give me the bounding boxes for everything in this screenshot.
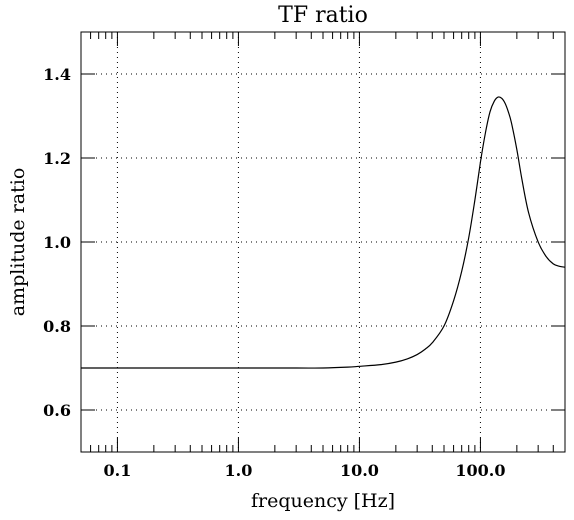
plot-frame: [80, 31, 566, 453]
x-tick-labels: 0.1 1.0 10.0 100.0: [104, 461, 506, 480]
chart-title: TF ratio: [278, 3, 368, 28]
y-axis-label: amplitude ratio: [7, 168, 29, 317]
y-tick-label: 1.2: [43, 149, 71, 168]
y-tick-label: 0.8: [43, 317, 71, 336]
series-line: [81, 96, 566, 369]
y-tick-label: 1.0: [43, 233, 71, 252]
y-tick-labels: 0.6 0.8 1.0 1.2 1.4: [43, 65, 71, 420]
y-tick-label: 0.6: [43, 401, 71, 420]
x-axis-label: frequency [Hz]: [251, 490, 395, 512]
series-layer: [81, 96, 566, 369]
x-tick-label: 0.1: [104, 461, 132, 480]
x-tick-label: 10.0: [340, 461, 379, 480]
grid: [81, 32, 565, 452]
major-ticks: [81, 32, 565, 452]
x-tick-label: 1.0: [225, 461, 253, 480]
y-tick-label: 1.4: [43, 65, 71, 84]
x-tick-label: 100.0: [455, 461, 505, 480]
minor-ticks: [81, 32, 565, 452]
